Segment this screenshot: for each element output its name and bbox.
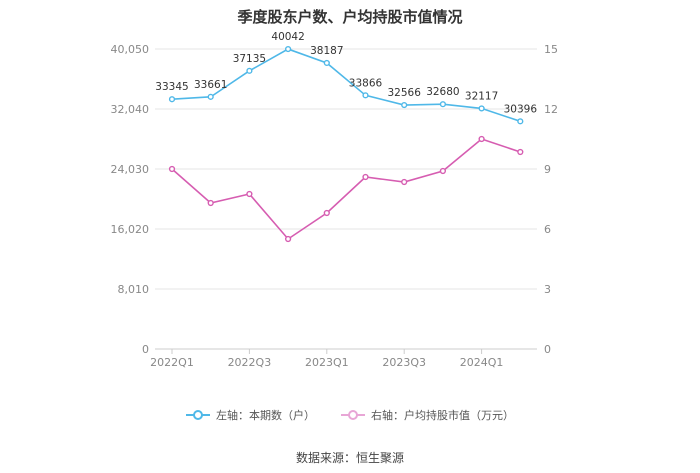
households-data-label: 33345 xyxy=(155,81,188,93)
avg-holding-point xyxy=(168,165,176,173)
left-axis-tick-label: 16,020 xyxy=(111,223,150,236)
households-point xyxy=(401,101,408,109)
households-point xyxy=(207,93,214,100)
households-point xyxy=(323,59,330,67)
avg-holding-point xyxy=(517,148,524,156)
left-axis-tick-label: 8,010 xyxy=(118,283,150,296)
right-axis-tick-label: 15 xyxy=(544,43,558,56)
right-axis-tick-label: 12 xyxy=(544,103,558,116)
x-axis-tick-label: 2024Q1 xyxy=(460,356,504,369)
households-data-label: 32680 xyxy=(426,86,459,98)
legend-avg-holding-marker xyxy=(341,410,365,420)
avg-holding-point xyxy=(439,167,447,175)
legend-item-avg-holding-value[interactable]: 右轴：户均持股市值（万元） xyxy=(341,407,514,423)
avg-holding-point xyxy=(207,199,214,207)
households-point xyxy=(478,105,485,112)
left-axis-tick-label: 0 xyxy=(142,343,149,356)
households-data-label: 33661 xyxy=(194,79,227,91)
series-line-households xyxy=(171,48,521,123)
legend-households-marker xyxy=(186,410,210,420)
right-axis-tick-label: 3 xyxy=(544,283,551,296)
avg-holding-point xyxy=(246,190,253,198)
right-axis-tick-label: 0 xyxy=(544,343,551,356)
legend-households-label: 左轴：本期数（户） xyxy=(216,409,315,422)
legend-avg-holding-label: 右轴：户均持股市值（万元） xyxy=(371,409,514,422)
x-axis-tick-label: 2023Q3 xyxy=(382,356,426,369)
households-data-label: 30396 xyxy=(504,103,538,115)
left-axis-tick-label: 24,030 xyxy=(111,163,150,176)
households-data-label: 33866 xyxy=(349,77,383,89)
data-source: 数据来源：恒生聚源 xyxy=(295,451,404,465)
households-data-label: 37135 xyxy=(233,53,266,65)
x-axis-tick-label: 2022Q1 xyxy=(150,356,194,369)
households-point xyxy=(362,92,369,99)
households-point xyxy=(168,96,176,103)
legend: 左轴：本期数（户） 右轴：户均持股市值（万元） xyxy=(0,407,700,423)
right-axis-tick-label: 9 xyxy=(544,163,551,176)
left-axis-tick-label: 32,040 xyxy=(111,103,150,116)
avg-holding-point xyxy=(285,235,292,243)
households-data-label: 38187 xyxy=(310,45,343,57)
chart-title: 季度股东户数、户均持股市值情况 xyxy=(237,8,463,26)
legend-item-households[interactable]: 左轴：本期数（户） xyxy=(186,407,315,423)
avg-holding-point xyxy=(323,209,330,217)
left-axis-tick-label: 40,050 xyxy=(111,43,150,56)
households-data-label: 32117 xyxy=(465,90,498,102)
households-point xyxy=(285,45,292,53)
households-point xyxy=(246,67,253,74)
avg-holding-point xyxy=(362,173,369,181)
households-data-label: 32566 xyxy=(387,87,421,99)
avg-holding-point xyxy=(401,178,408,186)
right-axis-tick-label: 6 xyxy=(544,223,551,236)
x-axis-tick-label: 2023Q1 xyxy=(305,356,349,369)
x-axis-tick-label: 2022Q3 xyxy=(228,356,272,369)
households-point xyxy=(517,118,524,125)
series-line-avg-holding-value xyxy=(171,138,521,241)
households-point xyxy=(439,101,447,108)
households-data-label: 40042 xyxy=(271,31,304,43)
avg-holding-point xyxy=(478,135,485,143)
